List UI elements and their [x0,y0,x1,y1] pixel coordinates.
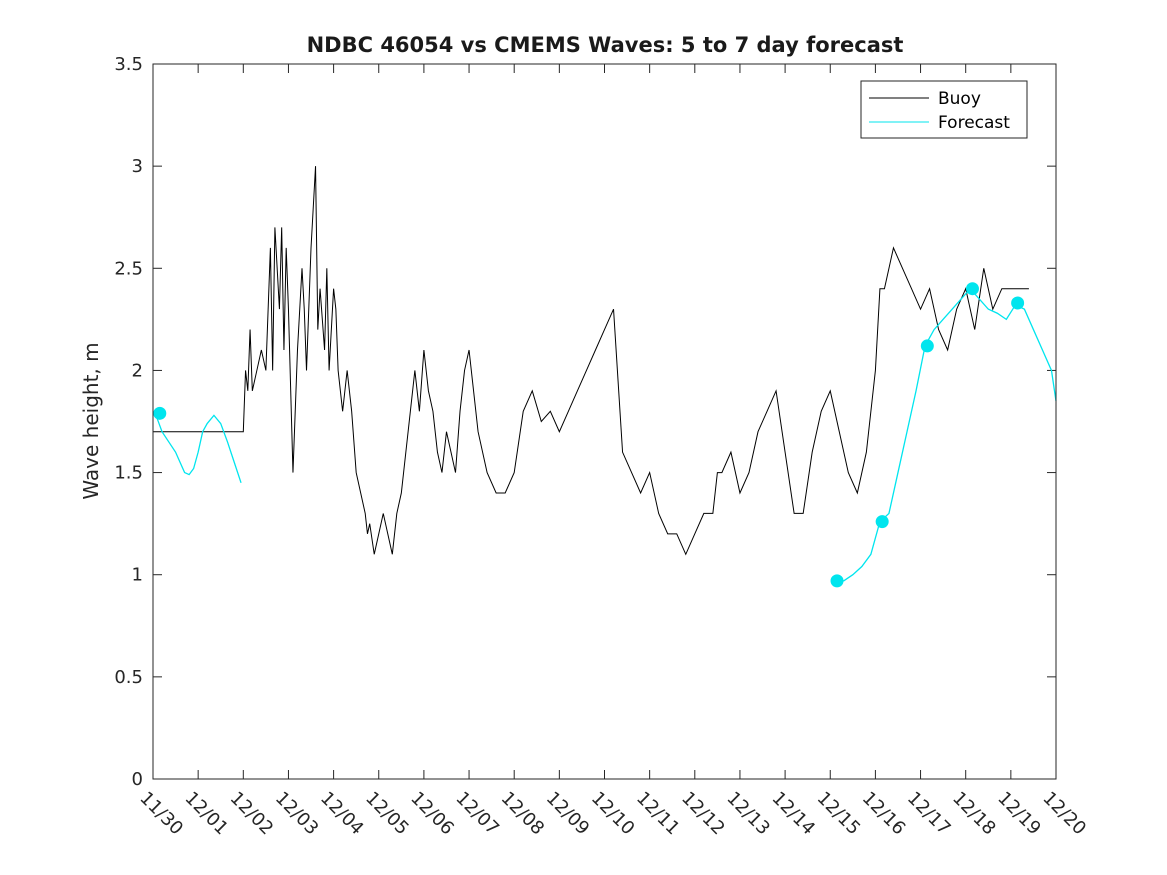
chart-title: NDBC 46054 vs CMEMS Waves: 5 to 7 day fo… [307,33,904,57]
forecast-marker [153,406,167,420]
legend-buoy-label: Buoy [938,89,981,109]
y-tick-label: 2 [132,360,143,381]
axes-box [152,63,1057,780]
forecast-marker [920,339,934,353]
y-tick-labels: 0 0.5 1 1.5 2 2.5 3 3.5 [114,54,143,790]
forecast-series-line-1 [154,413,242,483]
forecast-marker [1011,296,1025,310]
legend-forecast-label: Forecast [938,113,1010,133]
y-tick-label: 0.5 [114,667,143,688]
y-axis-label: Wave height, m [79,342,103,499]
y-tick-label: 2.5 [114,258,143,279]
forecast-marker [965,282,979,296]
series-layer [153,166,1057,588]
legend-box [860,80,1028,139]
plot-area [153,64,1056,779]
y-tick-label: 3.5 [114,54,143,75]
y-tick-label: 3 [132,156,143,177]
buoy-series-line [153,166,1029,556]
forecast-series-line-2 [834,287,1057,582]
forecast-marker [830,574,844,588]
y-tick-label: 1 [132,565,143,586]
legend: Buoy Forecast [860,80,1028,139]
y-tick-label: 0 [132,769,143,790]
forecast-marker [875,515,889,529]
y-tick-label: 1.5 [114,463,143,484]
